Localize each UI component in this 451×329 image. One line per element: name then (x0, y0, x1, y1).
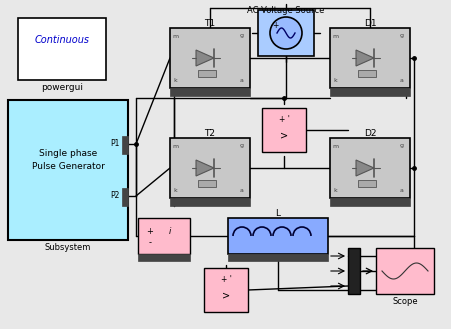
Bar (375, 248, 433, 294)
Text: L: L (275, 209, 280, 217)
Text: AC Voltage Source: AC Voltage Source (247, 6, 324, 15)
Text: >: > (221, 291, 230, 301)
Text: Continuous: Continuous (34, 35, 89, 45)
Text: +: + (146, 226, 153, 236)
Bar (138, 254, 189, 261)
Text: Single phase
Pulse Generator: Single phase Pulse Generator (32, 149, 104, 171)
Polygon shape (196, 50, 213, 66)
Text: + ': + ' (220, 275, 231, 285)
Text: D2: D2 (363, 129, 375, 138)
Text: a: a (399, 78, 403, 83)
Text: k: k (173, 188, 176, 192)
Text: D1: D1 (363, 18, 376, 28)
Text: g: g (239, 34, 244, 38)
Bar (227, 254, 327, 261)
Bar (329, 138, 409, 198)
Circle shape (269, 17, 301, 49)
Text: k: k (332, 78, 336, 83)
Polygon shape (355, 50, 373, 66)
Text: m: m (331, 34, 337, 38)
Text: T2: T2 (204, 129, 215, 138)
Bar (170, 88, 249, 96)
Bar (198, 180, 216, 187)
Bar (170, 138, 249, 198)
Polygon shape (196, 160, 213, 176)
Text: T1: T1 (204, 18, 215, 28)
Text: m: m (171, 143, 178, 148)
Text: powergui: powergui (41, 84, 83, 92)
Bar (357, 180, 375, 187)
Bar (203, 268, 248, 312)
Polygon shape (355, 160, 373, 176)
Bar (198, 70, 216, 77)
Bar (138, 218, 189, 254)
Text: i: i (168, 226, 171, 236)
Text: k: k (332, 188, 336, 192)
Text: a: a (399, 188, 403, 192)
Text: a: a (239, 78, 244, 83)
Text: Scope: Scope (391, 297, 417, 307)
Bar (329, 88, 409, 96)
Bar (258, 10, 313, 56)
Text: k: k (173, 78, 176, 83)
Bar (122, 188, 128, 206)
Text: g: g (399, 34, 403, 38)
Bar (170, 28, 249, 88)
Text: + ': + ' (278, 115, 289, 124)
Bar (262, 108, 305, 152)
Bar (8, 100, 128, 240)
Bar (170, 198, 249, 206)
Text: P1: P1 (110, 139, 120, 148)
Text: +: + (271, 20, 277, 30)
Bar (122, 136, 128, 154)
Text: m: m (331, 143, 337, 148)
Text: -: - (148, 239, 151, 247)
Text: g: g (399, 143, 403, 148)
Text: m: m (171, 34, 178, 38)
Text: g: g (239, 143, 244, 148)
Bar (227, 218, 327, 254)
Text: Subsystem: Subsystem (45, 243, 91, 252)
Bar (329, 28, 409, 88)
Text: a: a (239, 188, 244, 192)
Text: P2: P2 (110, 191, 120, 200)
Bar (347, 248, 359, 294)
Bar (18, 18, 106, 80)
Bar (329, 198, 409, 206)
Bar (357, 70, 375, 77)
Text: >: > (279, 131, 287, 141)
